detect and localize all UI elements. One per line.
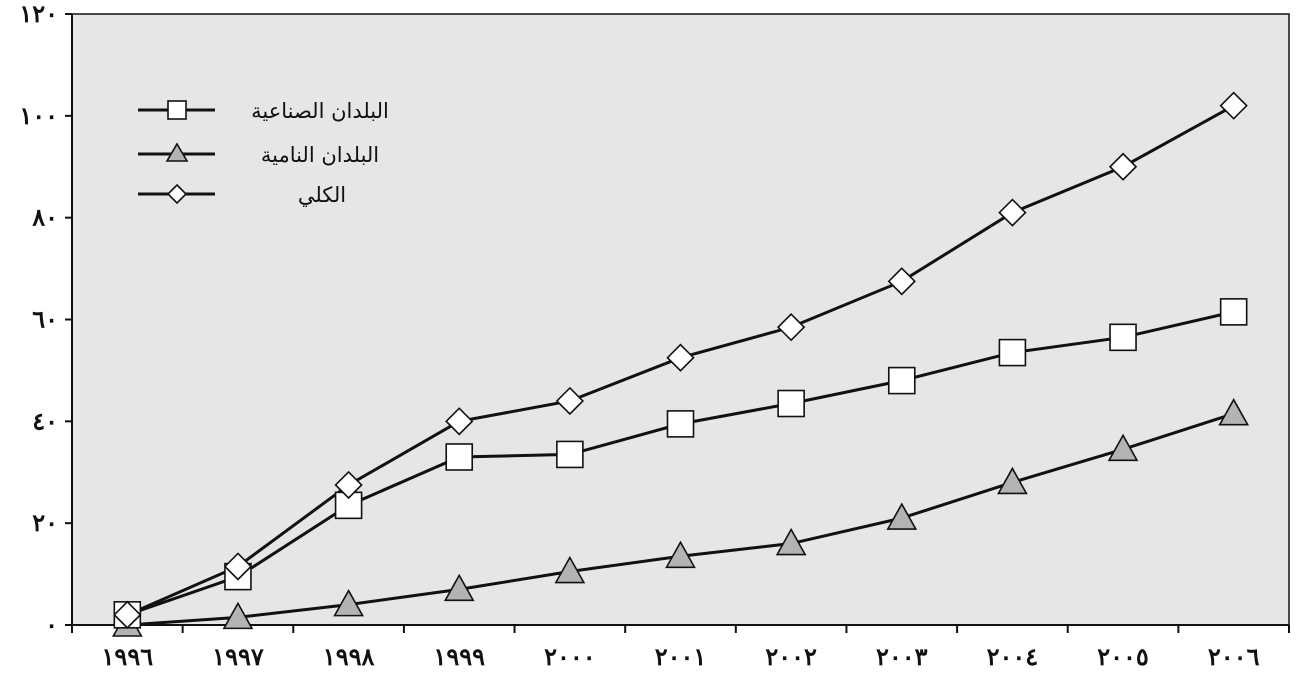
square-marker (1219, 298, 1248, 326)
triangle-marker (886, 502, 918, 530)
y-tick-label: ٨٠ (31, 203, 58, 232)
x-tick-label: ٢٠٠٠ (544, 642, 596, 671)
square-marker (556, 440, 584, 469)
diamond-marker (445, 407, 474, 436)
plot-area (71, 13, 1290, 626)
x-tick-label: ١٩٩٩ (433, 642, 485, 671)
y-tick-label: ٦٠ (32, 305, 58, 334)
legend-diamond-icon (166, 183, 188, 205)
diamond-marker (998, 198, 1027, 227)
triangle-marker (665, 540, 696, 569)
triangle-marker (333, 588, 364, 617)
x-tick-label: ٢٠٠٤ (987, 642, 1039, 671)
diamond-marker (666, 343, 695, 372)
triangle-marker (1218, 398, 1250, 426)
legend-label: الكلي (298, 183, 346, 207)
diamond-marker (1219, 91, 1248, 120)
axes: ٠ ٢٠ ٤٠ ٦٠ ٨٠ ١٠٠ ١٢٠ ١٩٩٦ ١٩٩٧ ١٩٩٨ ١٩٩٩ ٢٠٠٠ ٢٠٠١ ٢… (19, 0, 1290, 671)
triangle-marker (997, 466, 1028, 495)
square-marker (1109, 323, 1137, 352)
series-markers (111, 91, 1250, 637)
diamond-marker (113, 600, 142, 629)
x-tick-label: ١٩٩٧ (212, 642, 264, 671)
x-tick-label: ٢٠٠٦ (1208, 642, 1260, 671)
square-marker (445, 443, 474, 471)
diamond-marker (1108, 152, 1138, 181)
x-tick-label: ٢٠٠٣ (876, 642, 928, 671)
y-tick-label: ١٠٠ (19, 101, 58, 130)
y-tick-label: ٤٠ (32, 406, 58, 435)
diamond-marker (887, 267, 916, 296)
legend-label: البلدان الصناعية (251, 99, 389, 123)
triangle-marker (222, 601, 254, 630)
diamond-marker (223, 552, 253, 581)
legend-square-icon (167, 100, 187, 120)
square-marker (777, 389, 805, 418)
diamond-marker (777, 313, 806, 342)
triangle-marker (554, 555, 586, 584)
y-tick-label: ٠ (45, 610, 58, 639)
square-marker (887, 366, 916, 395)
diamond-marker (555, 386, 584, 416)
legend-label: البلدان النامية (261, 143, 379, 167)
y-tick-label: ١٢٠ (19, 0, 58, 28)
triangle-marker (443, 573, 475, 602)
x-tick-label: ١٩٩٦ (102, 642, 154, 671)
square-marker (998, 338, 1027, 367)
y-tick-label: ٢٠ (32, 508, 58, 537)
x-tick-label: ٢٠٠٥ (1097, 642, 1149, 671)
square-marker (666, 410, 695, 438)
x-tick-label: ١٩٩٨ (323, 642, 375, 671)
x-tick-label: ٢٠٠٢ (765, 642, 817, 671)
diamond-marker (334, 470, 363, 500)
triangle-marker (775, 527, 807, 556)
triangle-marker (1107, 433, 1139, 462)
legend-triangle-icon (165, 142, 189, 162)
x-tick-label: ٢٠٠١ (655, 642, 707, 671)
legend: البلدان الصناعية البلدان النامية الكلي (138, 99, 389, 207)
